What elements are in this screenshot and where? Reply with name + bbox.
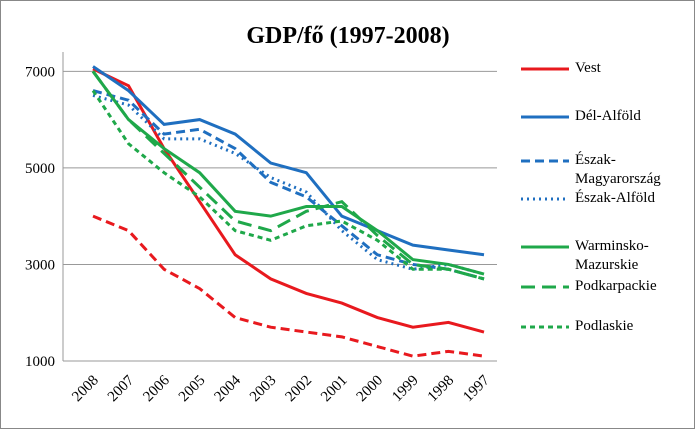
chart-title: GDP/fő (1997-2008) <box>246 23 449 49</box>
y-tick-label: 7000 <box>25 64 55 80</box>
legend-label: Warminsko-Mazurskie <box>575 238 649 273</box>
series-line <box>92 65 485 257</box>
legend-label: Észak-Alföld <box>575 190 655 206</box>
x-tick-label: 2004 <box>211 372 244 405</box>
x-tick-label: 2005 <box>176 373 209 406</box>
series-line <box>92 214 485 358</box>
y-tick-label: 1000 <box>25 354 55 370</box>
y-tick-label: 5000 <box>25 161 55 177</box>
legend-item: Warminsko-Mazurskie <box>519 237 690 275</box>
legend-swatch <box>521 197 569 201</box>
legend-label: Észak-Magyarország <box>575 152 661 187</box>
legend-swatch <box>521 67 569 71</box>
legend-swatch <box>521 325 569 329</box>
legend-label: Podkarpackie <box>575 278 657 294</box>
x-tick-label: 2007 <box>105 372 138 405</box>
x-tick-label: 2006 <box>140 372 173 405</box>
x-tick-label: 2002 <box>283 373 316 406</box>
x-tick-label: 1997 <box>460 372 493 405</box>
series-line <box>91 70 485 281</box>
x-tick-label: 2000 <box>354 373 387 406</box>
series-line <box>91 70 485 276</box>
legend-item: Észak-Magyarország <box>519 151 690 189</box>
x-tick-label: 1999 <box>389 373 422 406</box>
x-tick-label: 2003 <box>247 373 280 406</box>
legend-label: Dél-Alföld <box>575 108 641 124</box>
legend-item: Észak-Alföld <box>519 189 690 208</box>
legend-item: Podlaskie <box>519 317 690 336</box>
series-line <box>91 89 485 281</box>
x-tick-label: 2008 <box>69 373 102 406</box>
legend-item: Vest <box>519 59 690 78</box>
x-tick-label: 2001 <box>318 373 351 406</box>
legend-swatch <box>521 285 569 289</box>
legend-swatch <box>521 245 569 249</box>
legend-label: Podlaskie <box>575 318 634 334</box>
legend-swatch <box>521 159 569 163</box>
legend-item: Dél-Alföld <box>519 107 690 126</box>
series-line <box>92 67 485 334</box>
series-line <box>92 89 485 281</box>
legend-swatch <box>521 115 569 119</box>
x-tick-label: 1998 <box>425 373 458 406</box>
legend-label: Vest <box>575 60 601 76</box>
legend-item: Podkarpackie <box>519 277 690 296</box>
y-tick-label: 3000 <box>25 257 55 273</box>
